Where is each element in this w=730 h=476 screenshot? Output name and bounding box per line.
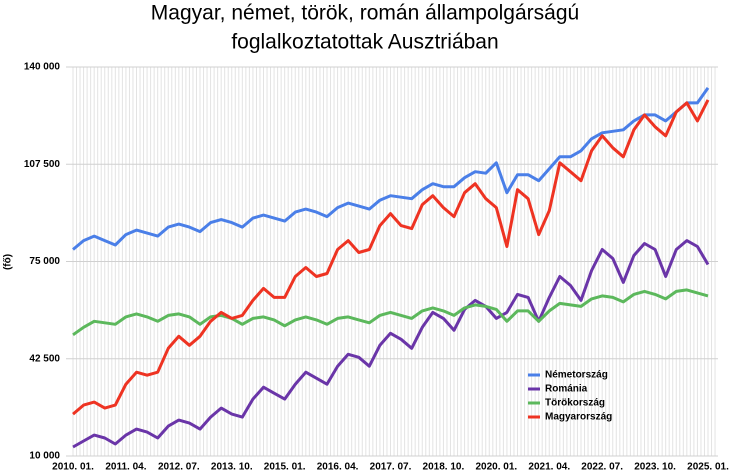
chart-title: Magyar, német, török, román állampolgárs… [151,2,579,25]
x-tick-label: 2010. 01. [52,462,94,473]
x-tick-label: 2011. 04. [105,462,146,473]
y-tick-label: 42 500 [29,353,60,364]
x-tick-label: 2012. 07. [158,462,200,473]
chart-title: foglalkoztatottak Ausztriában [231,31,498,54]
legend-label: Németország [545,370,608,381]
y-tick-label: 107 500 [24,159,61,170]
x-tick-label: 2013. 10. [211,462,253,473]
x-tick-label: 2023. 10. [634,462,676,473]
series-line [72,99,710,416]
y-tick-label: 75 000 [29,256,60,267]
x-tick-label: 2022. 07. [581,462,623,473]
legend-label: Törökország [545,398,605,409]
legend-label: Magyarország [545,412,612,423]
y-axis-label: (fő) [3,254,14,270]
series-line [72,288,709,337]
x-tick-label: 2021. 04. [528,462,570,473]
x-tick-label: 2016. 04. [317,462,359,473]
x-tick-label: 2025. 01. [687,462,729,473]
x-tick-label: 2017. 07. [370,462,412,473]
series-line [72,239,710,449]
y-tick-label: 140 000 [24,62,61,73]
legend-label: Románia [545,384,588,395]
series-line [72,87,710,251]
x-tick-label: 2015. 01. [264,462,306,473]
x-tick-label: 2020. 01. [475,462,517,473]
y-tick-label: 10 000 [29,451,60,462]
x-tick-label: 2018. 10. [423,462,465,473]
